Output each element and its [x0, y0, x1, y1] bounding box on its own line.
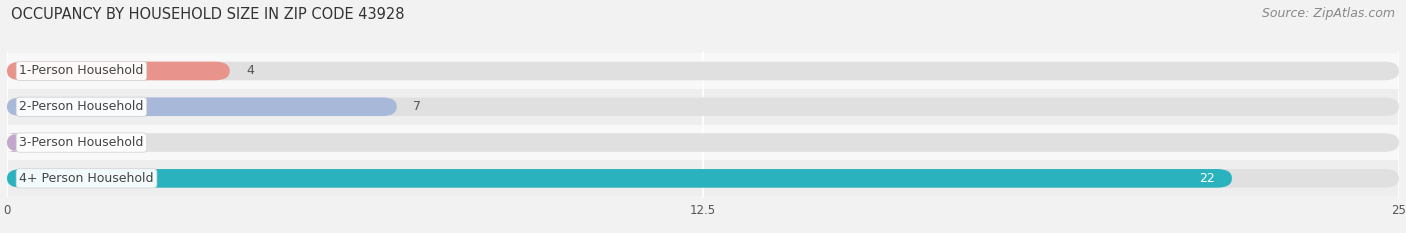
Text: 7: 7	[413, 100, 422, 113]
Bar	[7, 161, 1399, 196]
Bar	[7, 53, 1399, 89]
Text: 0: 0	[41, 136, 48, 149]
Text: OCCUPANCY BY HOUSEHOLD SIZE IN ZIP CODE 43928: OCCUPANCY BY HOUSEHOLD SIZE IN ZIP CODE …	[11, 7, 405, 22]
Text: 22: 22	[1199, 172, 1215, 185]
Text: 3-Person Household: 3-Person Household	[20, 136, 143, 149]
FancyBboxPatch shape	[7, 62, 1399, 80]
Bar	[7, 125, 1399, 161]
Text: 4: 4	[246, 65, 254, 77]
Text: 2-Person Household: 2-Person Household	[20, 100, 143, 113]
FancyBboxPatch shape	[7, 62, 229, 80]
FancyBboxPatch shape	[7, 169, 1232, 188]
FancyBboxPatch shape	[7, 133, 21, 152]
FancyBboxPatch shape	[7, 97, 1399, 116]
Text: 1-Person Household: 1-Person Household	[20, 65, 143, 77]
FancyBboxPatch shape	[7, 97, 396, 116]
Text: 4+ Person Household: 4+ Person Household	[20, 172, 153, 185]
Bar	[7, 89, 1399, 125]
Text: Source: ZipAtlas.com: Source: ZipAtlas.com	[1261, 7, 1395, 20]
FancyBboxPatch shape	[7, 133, 1399, 152]
FancyBboxPatch shape	[7, 169, 1399, 188]
